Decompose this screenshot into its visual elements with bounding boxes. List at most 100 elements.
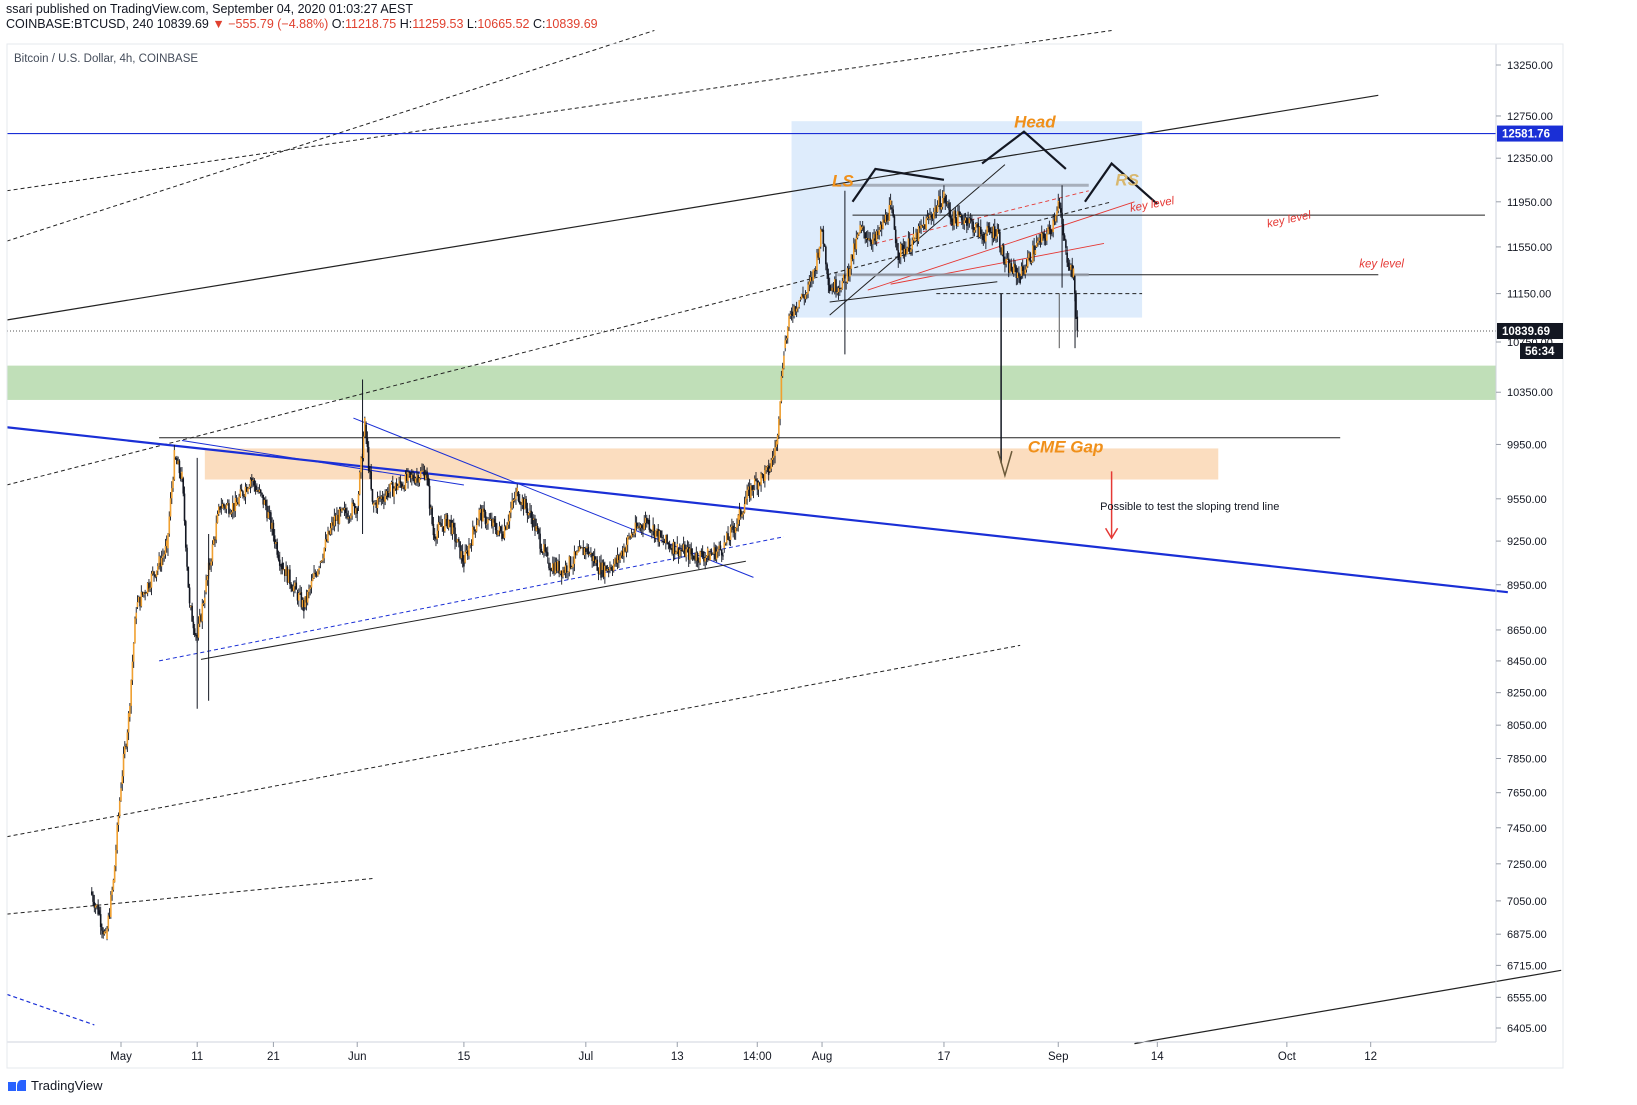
y-tick-label: 12350.00 [1507,153,1553,165]
candle-up [620,551,623,556]
candle-down [1048,226,1051,230]
candle-up [789,314,792,316]
tradingview-logo[interactable]: TradingView [8,1078,103,1093]
candle-up [619,555,621,561]
candle-up [271,522,273,529]
y-tick-label: 9950.00 [1507,439,1547,451]
candle-down [902,244,905,255]
candle-up [957,211,959,227]
candle-up [308,588,310,592]
candle-down [328,531,331,535]
candle-down [442,526,445,532]
candle-down [600,562,602,578]
candle-down [939,196,941,210]
candle-up [850,254,853,269]
candle-up [812,269,814,281]
candle-up [868,238,870,241]
candle-down [154,574,157,577]
candle-down [433,533,436,539]
candle-down [847,268,850,277]
head-outline [981,130,1067,170]
candle-down [615,558,618,564]
candle-down [822,229,825,244]
candle-down [659,530,662,538]
candle-up [554,562,557,574]
candle-up [750,485,752,498]
candle-down [908,238,911,252]
green-support-zone [7,365,1496,400]
candle-up [784,340,787,349]
candle-down [276,542,279,555]
candle-up [532,518,535,520]
candle-up [968,218,971,224]
candle-up [468,545,470,556]
candle-down [93,901,96,908]
candle-down [505,526,507,530]
candle-down [727,533,729,540]
candle-down [428,485,431,509]
candle-down [90,891,93,895]
candle-up [922,224,925,227]
candle-down [367,446,370,471]
candle-up [437,522,440,531]
candle-down [1044,238,1047,241]
candle-down [877,231,879,236]
candle-up [411,474,413,479]
candle-down [101,926,103,931]
upper-channel-line [6,94,1379,321]
candle-down [494,522,497,531]
candle-down [242,491,244,496]
candle-down [1004,261,1006,265]
candle-up [986,226,988,234]
candle-up [414,478,417,483]
candle-down [935,206,938,212]
candle-up [746,489,748,499]
candle-up [625,544,628,552]
candle-up [393,488,395,497]
candle-up [725,533,728,543]
y-tick-label: 6715.00 [1507,960,1547,972]
candle-up [140,591,143,607]
candle-up [469,543,472,546]
candle-down [1051,229,1053,233]
candle-up [770,459,773,469]
candle-up [656,528,658,531]
candle-up [143,592,145,595]
candle-down [969,218,972,220]
candle-down [845,281,847,283]
candle-up [567,571,569,573]
candle-down [1053,219,1056,222]
candle-up [336,514,338,521]
candle-up [181,471,183,480]
x-tick-label: Jul [578,1051,593,1063]
candle-up [634,522,637,534]
candle-down [253,479,256,486]
candle-up [842,274,845,282]
candle-up [513,499,516,501]
candle-up [104,931,107,933]
candle-up [577,551,579,553]
candle-down [680,549,682,551]
candle-up [940,207,943,210]
tradingview-icon [8,1079,26,1092]
candle-down [983,240,986,242]
candle-up [512,499,515,501]
candle-up [562,569,564,577]
candle-up [124,746,126,754]
candle-down [673,541,676,555]
channel-line [6,878,373,915]
candle-up [920,225,922,229]
candle-down [663,541,666,544]
candle-up [1047,226,1049,234]
candle-up [258,489,261,492]
candle-up [786,327,789,339]
candle-up [816,252,818,271]
candle-down [92,894,94,902]
candle-up [804,294,807,299]
candle-up [723,542,726,549]
y-tick-label: 7250.00 [1507,859,1547,871]
candle-up [304,596,306,608]
candle-down [386,491,389,498]
candle-down [832,287,835,292]
